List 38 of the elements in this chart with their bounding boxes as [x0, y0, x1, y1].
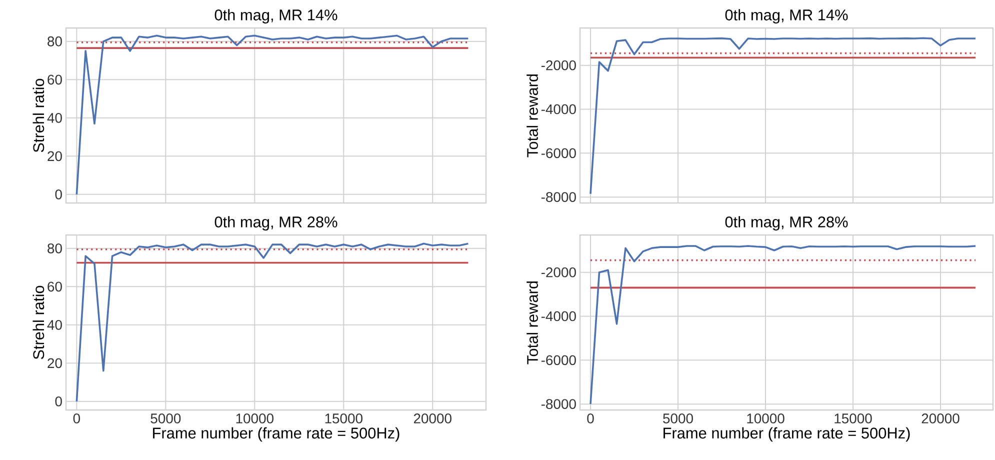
y-tick-label: -6000: [541, 355, 576, 366]
y-axis-title: Total reward: [526, 281, 538, 364]
y-tick-label: -8000: [541, 399, 576, 410]
chart-title: 0th mag, MR 28%: [725, 216, 848, 230]
y-tick-label: 40: [47, 112, 62, 123]
x-tick-label: 10000: [236, 414, 274, 424]
x-tick-label: 20000: [922, 414, 960, 424]
y-tick-label: -4000: [541, 104, 576, 114]
x-axis-title: Frame number (frame rate = 500Hz): [153, 427, 400, 442]
y-tick-label: 80: [48, 243, 62, 254]
chart-title: 0th mag, MR 28%: [214, 216, 338, 230]
x-tick-label: 20000: [414, 414, 452, 424]
x-tick-label: 5000: [663, 414, 693, 424]
y-tick-label: 40: [47, 320, 62, 330]
y-tick-label: -2000: [541, 60, 576, 70]
y-tick-label: 0: [55, 189, 62, 200]
y-tick-label: 60: [48, 74, 62, 85]
y-tick-label: -4000: [541, 311, 576, 322]
y-tick-label: 20: [48, 151, 62, 162]
y-tick-label: -6000: [541, 148, 576, 158]
y-tick-label: 80: [48, 36, 62, 46]
y-axis-title: Total reward: [526, 74, 538, 158]
x-axis-title: Frame number (frame rate = 500Hz): [664, 427, 910, 442]
y-axis-title: Strehl ratio: [32, 286, 44, 360]
y-tick-label: -2000: [541, 267, 576, 278]
y-tick-label: -8000: [541, 192, 576, 202]
x-tick-label: 0: [587, 414, 594, 424]
x-tick-label: 15000: [834, 414, 872, 424]
y-tick-label: 60: [48, 282, 62, 292]
y-tick-label: 0: [55, 396, 62, 406]
y-tick-label: 20: [48, 358, 62, 368]
chart-title: 0th mag, MR 14%: [725, 9, 848, 24]
x-tick-label: 5000: [150, 414, 181, 424]
y-axis-title: Strehl ratio: [32, 78, 44, 152]
x-tick-label: 0: [73, 414, 80, 424]
chart-title: 0th mag, MR 14%: [214, 9, 338, 24]
x-tick-label: 15000: [325, 414, 362, 424]
x-tick-label: 10000: [747, 414, 784, 424]
